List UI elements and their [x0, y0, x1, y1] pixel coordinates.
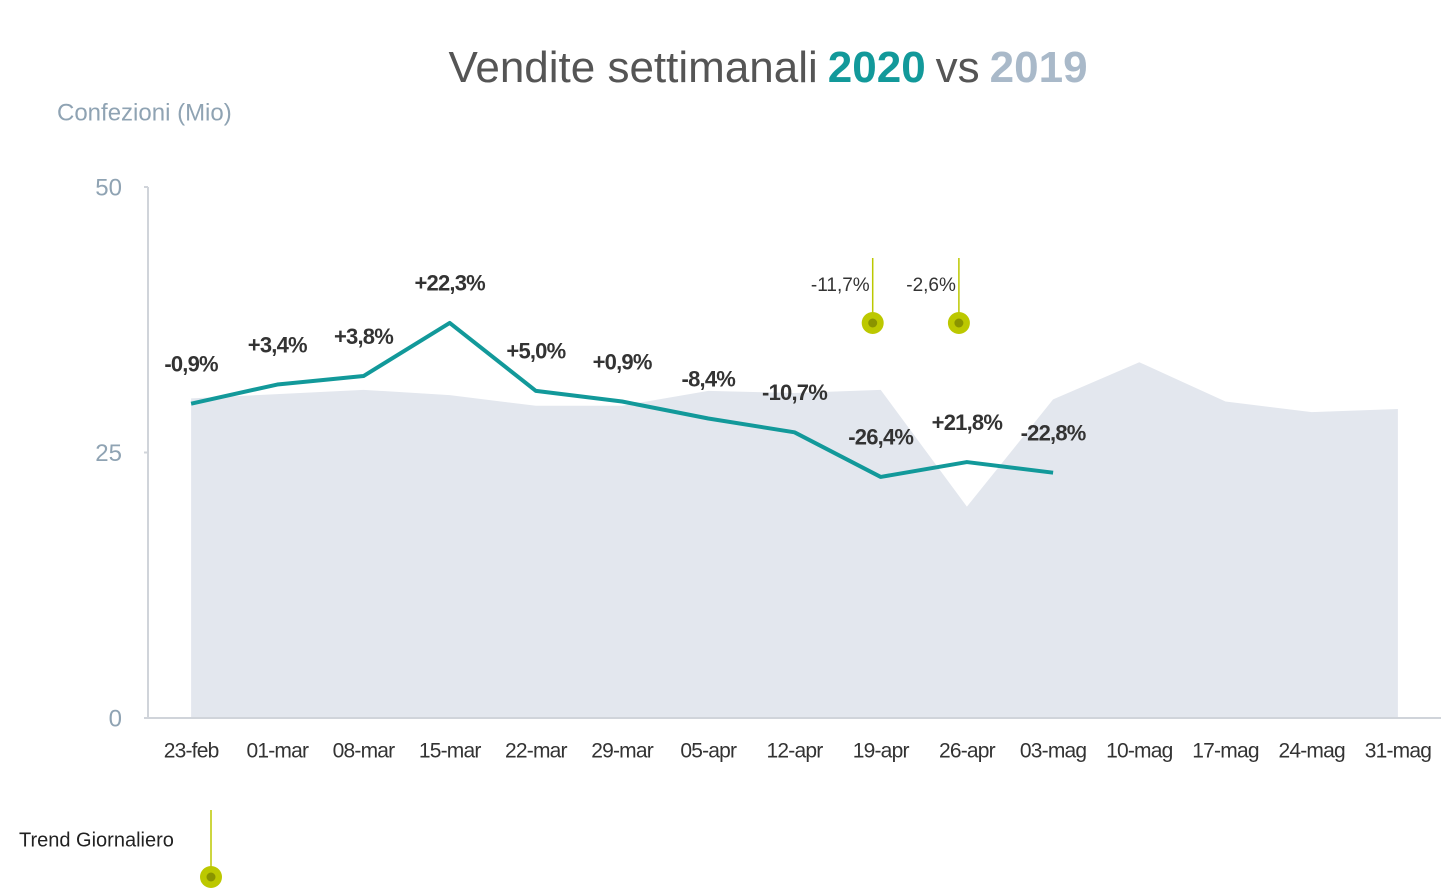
trend-marker-core — [206, 872, 216, 882]
x-tick-label: 17-mag — [1192, 740, 1259, 763]
trend-legend-label: Trend Giornaliero — [19, 829, 174, 851]
y-tick-label: 50 — [95, 174, 122, 201]
y-axis-label: Confezioni (Mio) — [57, 99, 232, 126]
growth-label: +3,8% — [334, 324, 393, 349]
growth-label: -10,7% — [762, 380, 827, 405]
trend-marker-core — [954, 318, 964, 328]
trend-marker-core — [868, 318, 878, 328]
title-text: vs — [936, 43, 980, 92]
growth-label: +21,8% — [932, 410, 1003, 435]
growth-label: +0,9% — [593, 349, 652, 374]
x-tick-label: 03-mag — [1020, 740, 1087, 763]
line-2020 — [190, 320, 1054, 479]
y-tick-label: 25 — [95, 440, 122, 467]
x-tick-label: 01-mar — [246, 740, 309, 763]
growth-label: -8,4% — [682, 366, 736, 391]
title-2019: 2019 — [990, 43, 1088, 92]
growth-label: +3,4% — [248, 332, 307, 357]
growth-label: -0,9% — [164, 351, 218, 376]
x-tick-label: 08-mar — [333, 740, 396, 763]
x-tick-label: 12-apr — [767, 740, 824, 763]
x-tick-label: 22-mar — [505, 740, 568, 763]
trend-label: -11,7% — [811, 275, 870, 296]
area-2019 — [191, 362, 1398, 718]
title-2020: 2020 — [828, 43, 926, 92]
x-tick-label: 31-mag — [1365, 740, 1432, 763]
growth-label: -26,4% — [848, 425, 913, 450]
x-tick-label: 24-mag — [1278, 740, 1345, 763]
chart-title: Vendite settimanali 2020 vs 2019 — [448, 43, 1087, 92]
x-tick-label: 15-mar — [419, 740, 482, 763]
x-tick-label: 10-mag — [1106, 740, 1173, 763]
x-tick-label: 26-apr — [939, 740, 996, 763]
growth-label: +22,3% — [414, 271, 485, 296]
x-tick-label: 05-apr — [680, 740, 737, 763]
growth-label: +5,0% — [506, 339, 565, 364]
x-tick-label: 19-apr — [853, 740, 910, 763]
x-tick-label: 29-mar — [591, 740, 654, 763]
x-tick-label: 23-feb — [164, 740, 219, 763]
growth-label: -22,8% — [1021, 420, 1086, 445]
title-text: Vendite settimanali — [448, 43, 817, 92]
trend-label: -2,6% — [906, 275, 956, 296]
y-tick-label: 0 — [109, 705, 122, 732]
